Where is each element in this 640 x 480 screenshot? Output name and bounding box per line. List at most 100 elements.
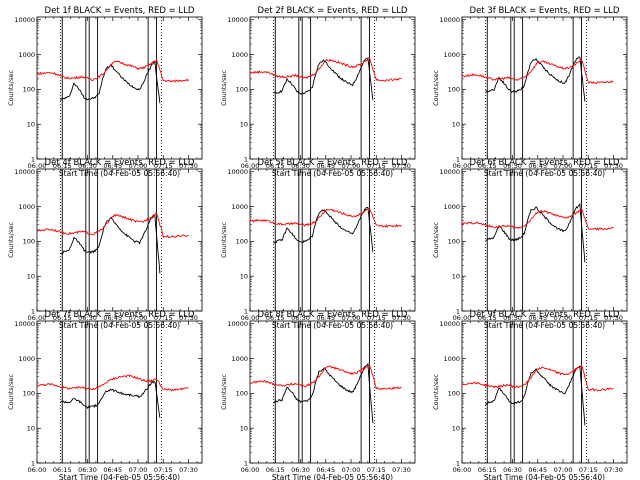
x-tick-label: 06:00: [241, 314, 260, 322]
lld-series-line: [250, 207, 402, 228]
y-tick-label: 1000: [18, 355, 35, 363]
x-tick-label: 06:00: [28, 162, 47, 170]
plot-panel: Det 1f BLACK = Events, RED = LLD 06:00 06:…: [7, 6, 203, 178]
y-tick-label: 10: [240, 424, 248, 432]
x-tick-label: 06:00: [453, 466, 472, 474]
y-tick-label: 1000: [443, 203, 460, 211]
x-tick-label: 07:15: [367, 466, 386, 474]
lld-series-line: [37, 212, 189, 239]
x-tick-label: 07:15: [154, 466, 173, 474]
events-series-line: [273, 362, 374, 424]
y-tick-label: 1000: [443, 51, 460, 59]
y-tick-label: 1000: [18, 203, 35, 211]
x-tick-label: 07:15: [367, 314, 386, 322]
x-tick-label: 07:00: [342, 162, 361, 170]
y-tick-label: 100: [23, 238, 35, 246]
events-series-line: [485, 56, 586, 102]
y-tick-label: 1: [456, 155, 460, 163]
x-tick-label: 06:00: [241, 162, 260, 170]
x-tick-label: 07:15: [154, 162, 173, 170]
y-tick-label: 10: [27, 272, 35, 280]
x-tick-label: 06:15: [478, 314, 497, 322]
x-tick-label: 06:30: [291, 162, 310, 170]
y-tick-label: 100: [236, 86, 248, 94]
x-tick-label: 06:30: [503, 466, 522, 474]
y-tick-label: 1000: [231, 203, 248, 211]
y-tick-label: 100: [23, 86, 35, 94]
x-tick-label: 07:00: [342, 314, 361, 322]
x-tick-label: 06:00: [241, 466, 260, 474]
x-tick-label: 07:30: [179, 466, 198, 474]
plot-title: Det 6f BLACK = Events, RED = LLD: [470, 158, 620, 168]
x-tick-label: 07:30: [179, 162, 198, 170]
x-tick-label: 06:00: [453, 314, 472, 322]
y-tick-label: 10000: [439, 320, 460, 328]
y-tick-label: 10: [27, 424, 35, 432]
y-tick-label: 10: [452, 120, 460, 128]
x-tick-label: 06:30: [291, 466, 310, 474]
events-series-line: [485, 203, 586, 263]
events-series-line: [273, 57, 374, 100]
x-tick-label: 06:00: [28, 314, 47, 322]
x-axis-label: Start Time (04-Feb-05 05:56:40): [484, 473, 605, 480]
y-tick-label: 100: [448, 238, 460, 246]
x-tick-label: 07:15: [367, 162, 386, 170]
x-tick-label: 06:30: [503, 162, 522, 170]
x-tick-label: 07:15: [154, 314, 173, 322]
lld-series-line: [37, 374, 189, 392]
x-tick-label: 06:15: [53, 162, 72, 170]
x-tick-label: 07:15: [579, 314, 598, 322]
y-tick-label: 1: [31, 307, 35, 315]
plot-frame: [36, 168, 203, 312]
lld-series-line: [462, 58, 614, 85]
x-tick-label: 07:00: [342, 466, 361, 474]
x-axis-label: Start Time (04-Feb-05 05:56:40): [59, 473, 180, 480]
lld-series-line: [462, 363, 614, 392]
lld-series-line: [462, 207, 614, 232]
y-tick-label: 10000: [439, 168, 460, 176]
y-axis-label: Counts/sec: [432, 222, 440, 258]
plot-title: Det 1f BLACK = Events, RED = LLD: [45, 6, 195, 16]
y-axis-label: Counts/sec: [7, 222, 15, 258]
x-tick-label: 06:45: [103, 162, 122, 170]
y-tick-label: 1: [456, 459, 460, 467]
x-axis-label: Start Time (04-Feb-05 05:56:40): [272, 169, 393, 178]
lld-series-line: [250, 363, 402, 390]
x-tick-label: 07:00: [129, 314, 148, 322]
lld-series-line: [250, 56, 402, 82]
x-tick-label: 06:30: [78, 466, 97, 474]
x-tick-label: 06:30: [78, 162, 97, 170]
x-tick-label: 06:45: [528, 314, 547, 322]
y-tick-label: 10: [27, 120, 35, 128]
y-axis-label: Counts/sec: [220, 374, 228, 410]
y-axis-label: Counts/sec: [432, 70, 440, 106]
y-tick-label: 100: [448, 86, 460, 94]
x-tick-label: 06:15: [266, 162, 285, 170]
y-tick-label: 1000: [18, 51, 35, 59]
x-tick-label: 06:15: [53, 466, 72, 474]
plot-frame: [36, 16, 203, 160]
y-tick-label: 1: [31, 155, 35, 163]
x-tick-label: 07:00: [129, 466, 148, 474]
y-tick-label: 10: [452, 272, 460, 280]
x-axis-label: Start Time (04-Feb-05 05:56:40): [272, 473, 393, 480]
x-tick-label: 07:30: [604, 162, 623, 170]
x-axis-label: Start Time (04-Feb-05 05:56:40): [272, 321, 393, 330]
events-series-line: [60, 380, 161, 418]
x-tick-label: 07:30: [392, 466, 411, 474]
plot-title: Det 9f BLACK = Events, RED = LLD: [470, 310, 620, 320]
x-tick-label: 07:30: [392, 162, 411, 170]
y-tick-label: 1000: [231, 51, 248, 59]
x-tick-label: 07:30: [179, 314, 198, 322]
y-axis-label: Counts/sec: [7, 70, 15, 106]
x-tick-label: 07:00: [554, 466, 573, 474]
x-tick-label: 06:15: [478, 162, 497, 170]
x-tick-label: 06:15: [266, 314, 285, 322]
x-tick-label: 06:00: [453, 162, 472, 170]
x-tick-label: 06:15: [478, 466, 497, 474]
x-axis-label: Start Time (04-Feb-05 05:56:40): [59, 321, 180, 330]
x-tick-label: 07:00: [554, 314, 573, 322]
